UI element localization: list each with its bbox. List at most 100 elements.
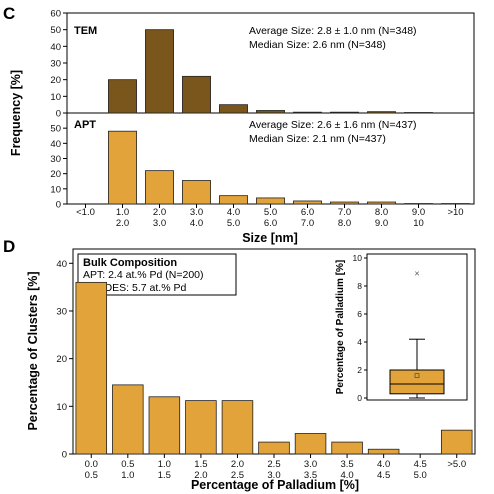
c-x-tick-label-top: 5.0 [264, 207, 277, 218]
tem-average-size: Average Size: 2.8 ± 1.0 nm (N=348) [249, 25, 417, 37]
inset-y-tick-label: 8 [357, 281, 362, 291]
c-x-tick-label-top: <1.0 [76, 207, 95, 218]
d-y-tick-label: 30 [56, 306, 67, 317]
d-x-tick-label-bottom: 4.0 [340, 470, 353, 481]
d-x-tick-label-top: 3.0 [304, 459, 317, 470]
inset-box [389, 369, 445, 395]
y-tick-label: 10 [50, 92, 61, 103]
bar-tem-3 [182, 75, 211, 114]
d-bar-2 [148, 396, 181, 455]
c-x-tick-label-top: >10 [447, 207, 463, 218]
d-x-tick-label-top: 4.0 [377, 459, 390, 470]
d-x-tick-label-bottom: 1.0 [121, 470, 134, 481]
bar-apt-7 [330, 201, 359, 205]
c-x-tick-label-bottom: 2.0 [116, 218, 129, 229]
bar-apt-2 [145, 170, 174, 205]
y-tick-label: 40 [50, 139, 61, 150]
y-tick-label: 20 [50, 169, 61, 180]
y-tick-label: 50 [50, 25, 61, 36]
bar-tem-9 [404, 112, 433, 114]
d-x-tick-label-top: 2.0 [231, 459, 244, 470]
d-x-tick-label-top: 1.0 [158, 459, 171, 470]
bar-apt-5 [256, 197, 285, 205]
y-tick-label: 50 [50, 124, 61, 135]
d-y-tick-label: 40 [56, 259, 67, 270]
d-x-tick-label-top: 3.5 [340, 459, 353, 470]
d-bar-10 [440, 429, 473, 455]
c-x-tick-label-top: 2.0 [153, 207, 166, 218]
y-tick-label: 60 [50, 9, 61, 20]
d-x-tick-label-top: 4.5 [414, 459, 427, 470]
y-tick-label: 20 [50, 75, 61, 86]
apt-median-size: Median Size: 2.1 nm (N=437) [249, 133, 386, 145]
d-bar-7 [331, 441, 363, 455]
c-x-axis-label: Size [nm] [242, 231, 298, 245]
inset-mean-marker [414, 373, 420, 379]
bar-apt-1 [108, 130, 137, 205]
d-x-tick-label-bottom: 2.0 [194, 470, 207, 481]
d-x-tick-label-bottom: 0.5 [85, 470, 98, 481]
bulk-icp-line: ICP-OES: 5.7 at.% Pd [83, 282, 186, 294]
c-x-tick-label-top: 6.0 [301, 207, 314, 218]
d-x-tick-label-bottom: 5.0 [414, 470, 427, 481]
inset-y-tick-label: 6 [357, 309, 362, 319]
d-x-tick-label-top: 1.5 [194, 459, 207, 470]
c-y-axis-label: Frequency [%] [9, 70, 23, 156]
inset-y-tick-label: 10 [353, 253, 363, 263]
bar-tem-4 [219, 104, 248, 114]
d-y-tick-label: 20 [56, 354, 67, 365]
c-x-tick-label-bottom: 5.0 [227, 218, 240, 229]
d-x-tick-label-top: 0.0 [85, 459, 98, 470]
y-tick-label: 0 [56, 200, 61, 211]
c-x-tick-label-top: 8.0 [375, 207, 388, 218]
bar-apt-4 [219, 195, 248, 205]
c-x-tick-label-top: 9.0 [412, 207, 425, 218]
d-y-axis-label: Percentage of Clusters [%] [26, 271, 40, 430]
d-x-tick-label-bottom: 3.5 [304, 470, 317, 481]
d-y-tick-label: 10 [56, 402, 67, 413]
d-y-tick-label: 0 [62, 450, 67, 461]
c-x-tick-label-bottom: 7.0 [301, 218, 314, 229]
c-x-tick-label-bottom: 9.0 [375, 218, 388, 229]
d-bar-4 [221, 400, 254, 455]
tem-series-label: TEM [74, 25, 97, 37]
bar-apt-3 [182, 180, 211, 205]
d-x-tick-label-bottom: 2.5 [231, 470, 244, 481]
c-x-tick-label-top: 4.0 [227, 207, 240, 218]
d-bar-6 [294, 433, 327, 455]
d-x-tick-label-bottom: 3.0 [267, 470, 280, 481]
y-tick-label: 0 [56, 109, 61, 120]
bar-tem-1 [108, 79, 137, 114]
c-x-tick-label-bottom: 3.0 [153, 218, 166, 229]
d-bar-3 [185, 400, 217, 455]
bulk-composition-title: Bulk Composition [83, 257, 177, 269]
inset-y-axis-label: Percentage of Palladium [%] [335, 260, 346, 394]
d-x-tick-label-top: >5.0 [447, 459, 466, 470]
c-x-tick-label-top: 7.0 [338, 207, 351, 218]
bar-apt-8 [367, 201, 396, 205]
d-x-tick-label-top: 0.5 [121, 459, 134, 470]
c-x-tick-label-top: 1.0 [116, 207, 129, 218]
d-bar-1 [112, 384, 144, 455]
d-x-tick-label-top: 2.5 [267, 459, 280, 470]
bar-apt-6 [293, 200, 322, 205]
inset-y-tick-label: 2 [357, 365, 362, 375]
bulk-apt-line: APT: 2.4 at.% Pd (N=200) [83, 269, 204, 281]
bar-tem-5 [256, 110, 285, 114]
c-x-tick-label-bottom: 6.0 [264, 218, 277, 229]
c-x-tick-label-bottom: 10 [413, 218, 424, 229]
y-tick-label: 10 [50, 184, 61, 195]
d-bar-8 [367, 448, 400, 455]
d-bar-5 [258, 441, 290, 455]
inset-y-tick-label: 4 [357, 337, 362, 347]
y-tick-label: 30 [50, 59, 61, 70]
inset-y-tick-label: 0 [357, 393, 362, 403]
panel-d-label: D [3, 237, 15, 256]
d-x-tick-label-bottom: 4.5 [377, 470, 390, 481]
bar-tem-2 [145, 29, 174, 114]
c-x-tick-label-top: 3.0 [190, 207, 203, 218]
apt-average-size: Average Size: 2.6 ± 1.6 nm (N=437) [249, 119, 417, 131]
d-x-tick-label-bottom: 1.5 [158, 470, 171, 481]
